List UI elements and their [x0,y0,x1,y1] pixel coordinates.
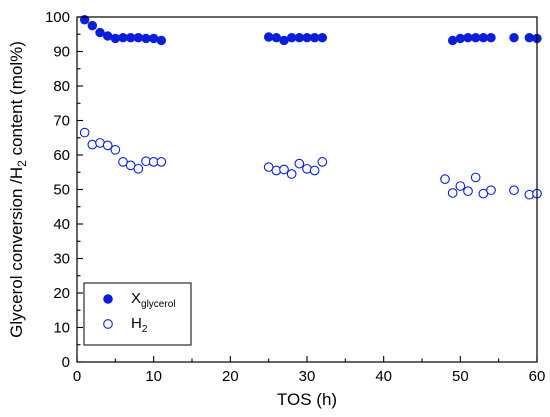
y-tick-label: 0 [62,354,70,371]
x-tick-label: 40 [375,368,392,385]
y-tick-label: 10 [53,320,70,337]
data-point-xglycerol [87,20,98,31]
legend-label-h2: H2 [131,315,148,335]
data-point-xglycerol [79,15,90,25]
data-point-h2 [156,157,167,167]
legend-label-h2-sub: 2 [142,324,148,335]
data-point-xglycerol [156,35,167,46]
legend-label-xglycerol-main: X [131,290,141,307]
x-tick-label: 20 [222,368,239,385]
legend-marker-xglycerol [103,294,113,304]
data-point-h2 [110,144,121,155]
data-point-xglycerol [509,33,519,43]
data-point-xglycerol [455,33,466,44]
y-tick-label: 30 [53,251,70,268]
data-point-xglycerol [524,33,535,43]
data-point-xglycerol [133,33,144,43]
data-point-xglycerol [263,32,274,42]
plot-frame [76,16,538,363]
y-tick-label: 60 [53,147,70,164]
y-tick-label: 20 [53,285,70,302]
y-tick-label: 70 [53,113,70,130]
legend-label-h2-main: H [131,315,142,332]
x-tick-label: 0 [73,368,81,385]
x-tick-label: 50 [452,368,469,385]
x-tick-label: 10 [145,368,162,385]
x-axis-title: TOS (h) [277,390,337,409]
legend-box [83,282,192,346]
data-point-h2 [447,188,458,198]
data-point-h2 [486,185,496,196]
x-tick-label: 30 [299,368,316,385]
tick-labels: 0 10 20 30 40 50 60 0 10 20 30 40 50 60 70 80 90 100 [45,9,545,385]
data-point-h2 [133,163,144,174]
data-point-xglycerol [317,33,328,43]
data-point-h2 [279,164,289,175]
data-point-xglycerol [447,35,458,46]
x-tick-label: 60 [529,368,546,385]
y-axis-title-suffix: content (mol%) [7,41,26,160]
y-tick-label: 50 [53,182,70,199]
legend-label-xglycerol-sub: glycerol [141,299,175,310]
data-points [79,15,542,200]
y-tick-label: 40 [53,216,70,233]
data-point-h2 [102,140,113,151]
y-tick-label: 100 [45,9,70,26]
data-point-xglycerol [148,33,159,44]
data-point-xglycerol [486,33,496,43]
legend: Xglycerol H2 [83,282,192,346]
legend-label-xglycerol: Xglycerol [131,290,175,310]
data-point-h2 [440,174,450,184]
data-point-h2 [309,165,320,176]
y-axis-title: Glycerol conversion /H2 content (mol%) [7,41,29,338]
y-tick-label: 80 [53,78,70,95]
y-axis-title-prefix: Glycerol conversion /H [7,167,26,338]
data-point-h2 [463,186,473,197]
data-point-h2 [294,158,305,169]
data-point-xglycerol [95,27,105,38]
data-point-h2 [470,172,481,183]
data-point-h2 [455,181,466,191]
y-axis-title-subscript: 2 [15,160,29,167]
data-point-xglycerol [110,33,121,44]
legend-marker-h2 [103,319,113,329]
y-tick-label: 90 [53,44,70,61]
data-point-h2 [509,185,519,196]
data-point-h2 [79,127,90,138]
data-point-h2 [317,157,328,167]
data-point-h2 [286,169,297,179]
